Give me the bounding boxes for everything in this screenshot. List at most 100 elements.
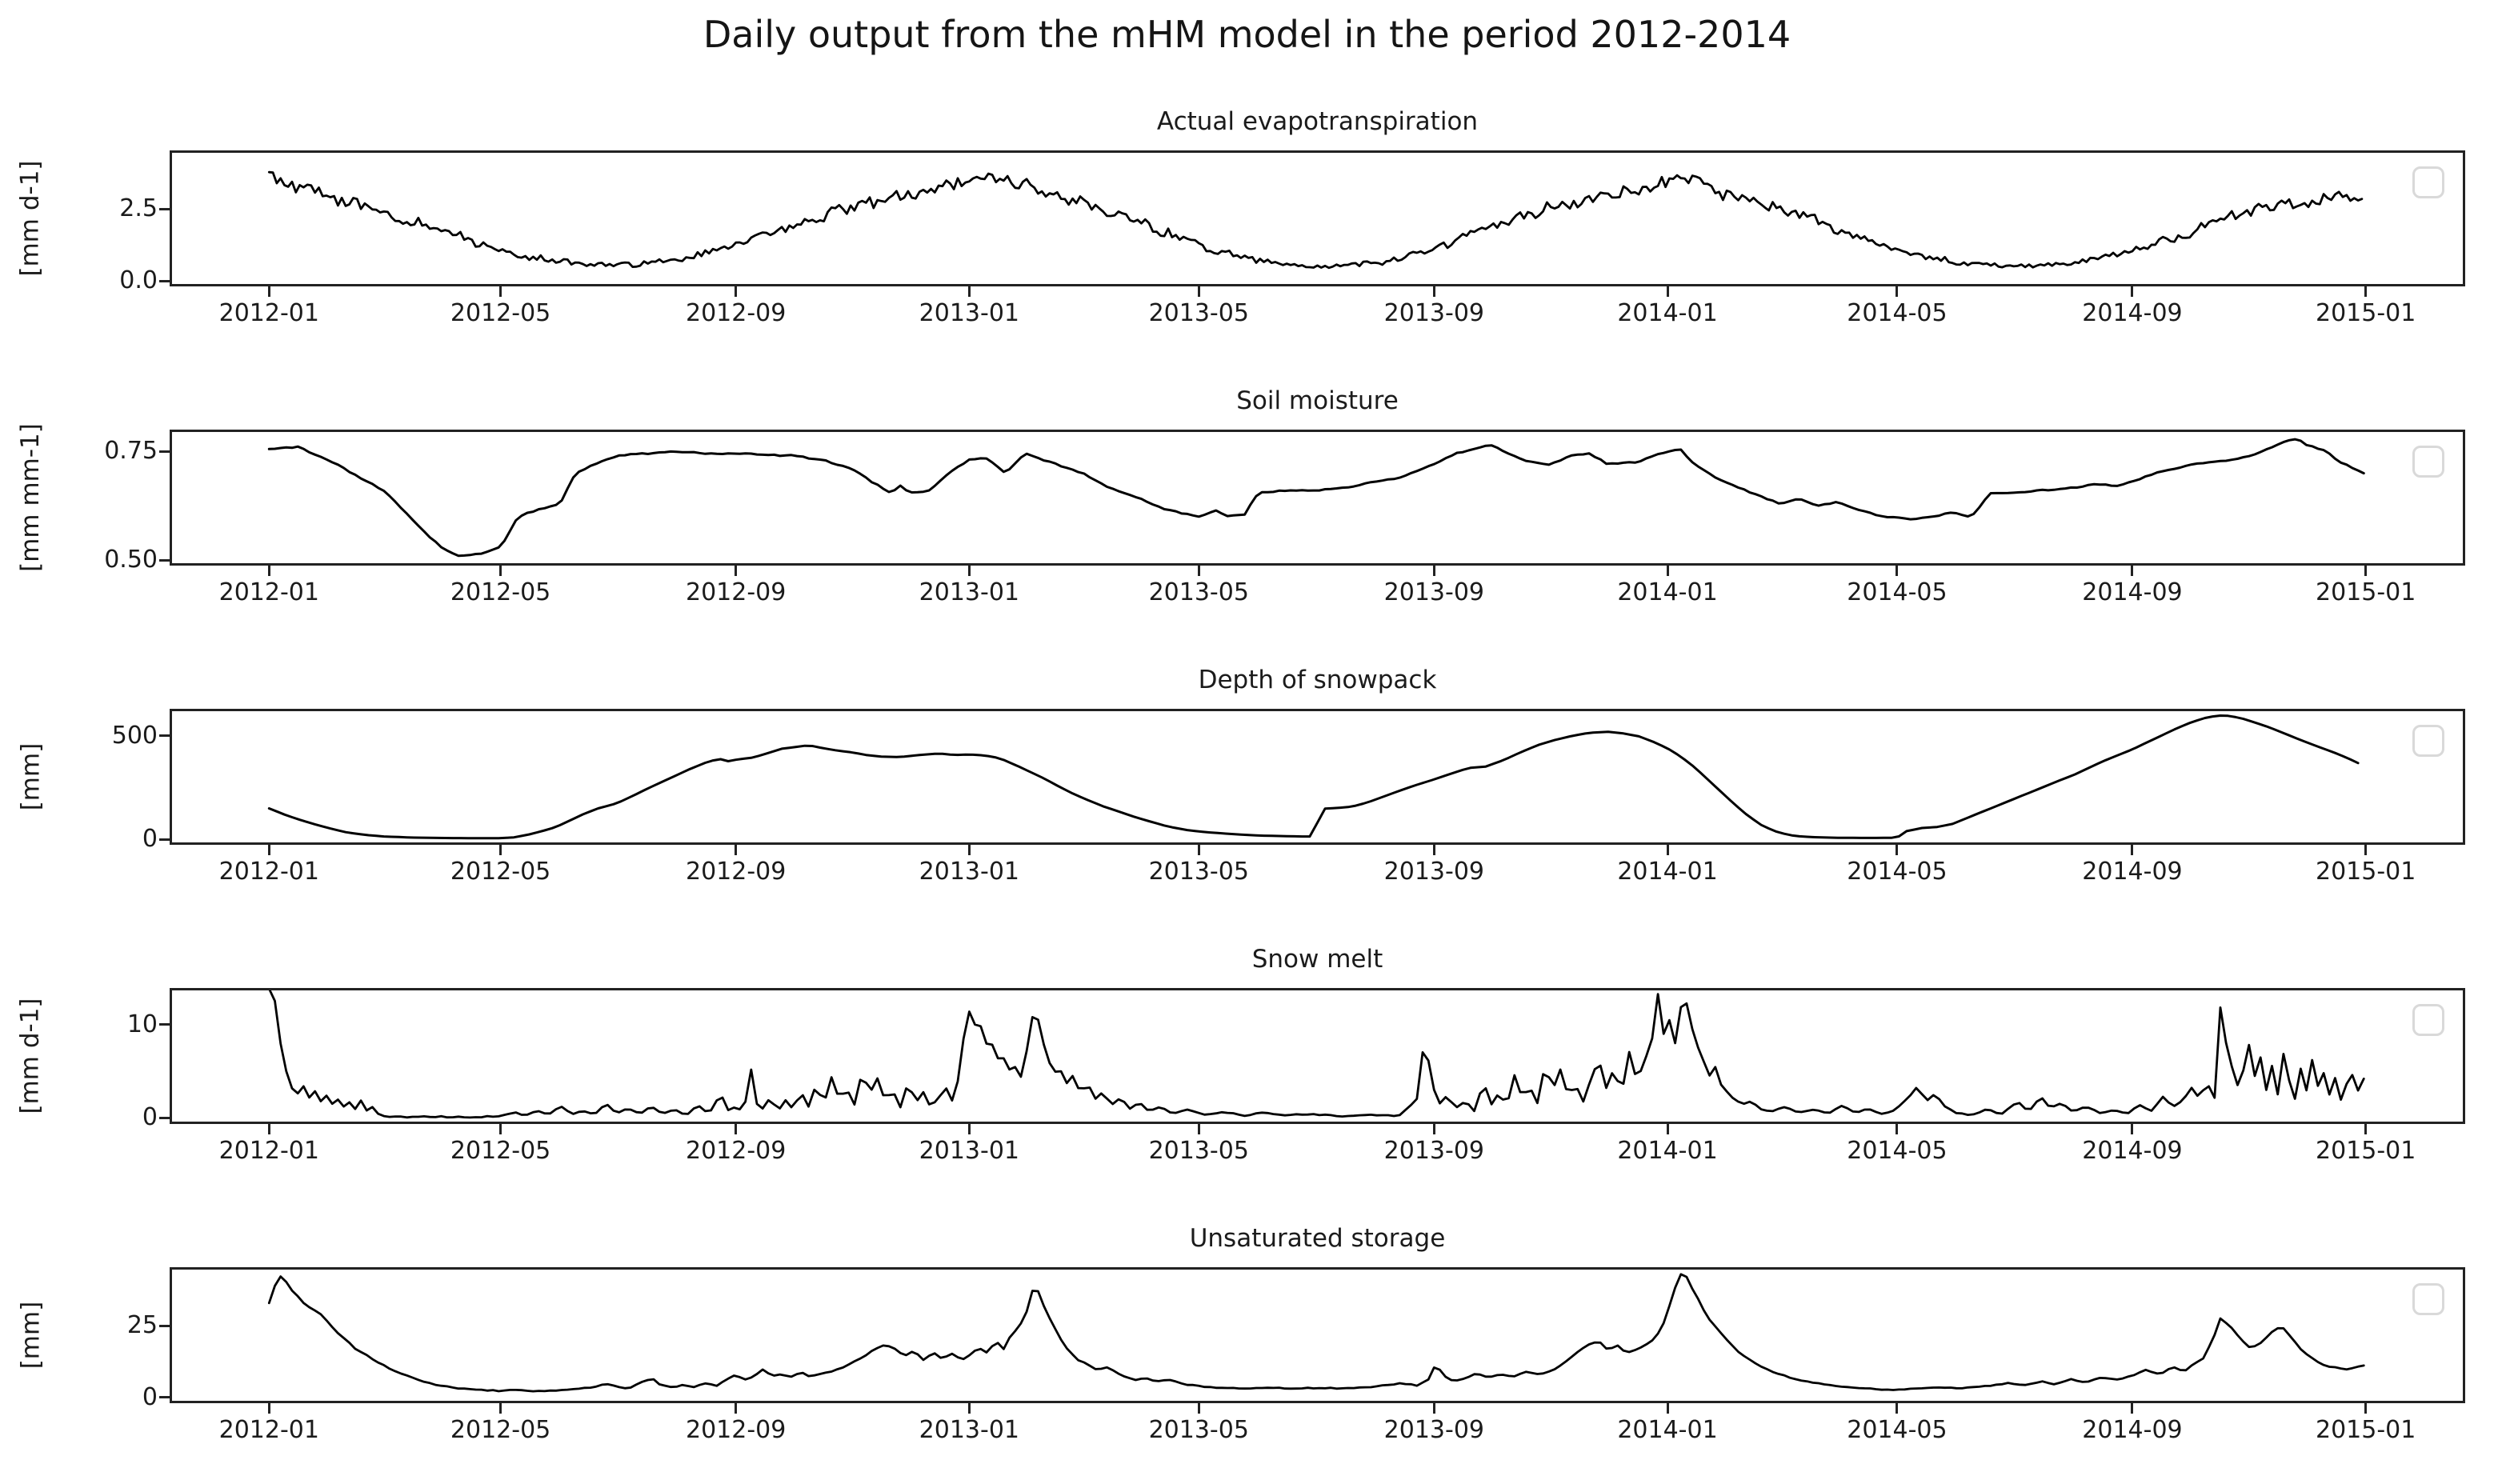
x-tick-label: 2014-01 — [1617, 299, 1718, 327]
x-tick-label: 2014-05 — [1847, 858, 1948, 886]
x-tick-label: 2012-05 — [450, 1416, 551, 1444]
x-tick-label: 2013-09 — [1383, 1137, 1484, 1165]
x-tick-label: 2014-05 — [1847, 1137, 1948, 1165]
x-tick-mark — [1896, 286, 1899, 297]
x-tick-label: 2013-09 — [1383, 1416, 1484, 1444]
axes-frame — [170, 988, 2465, 1124]
line-chart-canvas — [267, 170, 2364, 270]
subplot-actual-evapotranspiration: Actual evapotranspiration [mm d-1] 0.0 2.… — [0, 88, 2494, 367]
y-tick-label: 25 — [126, 1311, 158, 1340]
x-tick-label: 2013-05 — [1148, 578, 1249, 606]
empty-legend-box — [2412, 1283, 2444, 1315]
x-tick-mark — [2364, 566, 2368, 576]
x-tick-label: 2012-01 — [218, 578, 319, 606]
x-tick-label: 2012-01 — [218, 858, 319, 886]
x-tick-label: 2012-05 — [450, 578, 551, 606]
x-tick-label: 2012-05 — [450, 858, 551, 886]
x-tick-mark — [1666, 1124, 1669, 1134]
x-tick-label: 2013-09 — [1383, 858, 1484, 886]
subplot-title: Soil moisture — [1236, 386, 1399, 415]
y-tick-mark — [159, 734, 170, 738]
y-tick-label: 0 — [142, 1103, 158, 1132]
data-line — [267, 714, 2360, 840]
x-tick-mark — [1197, 845, 1200, 855]
subplot-soil-moisture: Soil moisture [mm mm-1] 0.50 0.75 2012-01 2… — [0, 367, 2494, 646]
x-tick-label: 2014-01 — [1617, 1137, 1718, 1165]
axes-frame — [170, 150, 2465, 286]
x-tick-label: 2014-09 — [2082, 858, 2183, 886]
y-tick-label: 0 — [142, 1382, 158, 1411]
x-tick-mark — [2131, 1124, 2134, 1134]
x-tick-label: 2014-09 — [2082, 299, 2183, 327]
y-tick-label: 10 — [126, 1010, 158, 1038]
x-tick-label: 2014-01 — [1617, 1416, 1718, 1444]
x-tick-mark — [967, 286, 971, 297]
y-tick-mark — [159, 207, 170, 210]
x-tick-mark — [735, 845, 738, 855]
x-tick-mark — [967, 566, 971, 576]
x-tick-mark — [2364, 286, 2368, 297]
x-tick-mark — [1197, 566, 1200, 576]
y-tick-mark — [159, 450, 170, 453]
x-tick-label: 2013-05 — [1148, 299, 1249, 327]
axes-frame — [170, 430, 2465, 566]
axes-frame — [170, 1267, 2465, 1403]
x-tick-mark — [1432, 566, 1435, 576]
empty-legend-box — [2412, 1004, 2444, 1036]
x-tick-label: 2014-01 — [1617, 858, 1718, 886]
x-tick-label: 2013-01 — [919, 1137, 1020, 1165]
y-tick-mark — [159, 838, 170, 841]
y-axis-label-text: [mm] — [16, 742, 45, 811]
axes-frame — [170, 709, 2465, 845]
x-tick-mark — [1666, 845, 1669, 855]
x-tick-mark — [735, 1403, 738, 1414]
empty-legend-box — [2412, 446, 2444, 478]
x-tick-label: 2015-01 — [2315, 1137, 2416, 1165]
x-tick-mark — [1896, 566, 1899, 576]
empty-legend-box — [2412, 725, 2444, 757]
x-tick-mark — [267, 1124, 270, 1134]
empty-legend-box — [2412, 166, 2444, 198]
y-tick-label: 0.75 — [104, 437, 158, 466]
x-tick-label: 2014-09 — [2082, 578, 2183, 606]
x-tick-label: 2015-01 — [2315, 1416, 2416, 1444]
x-tick-mark — [267, 286, 270, 297]
x-tick-label: 2012-09 — [685, 858, 787, 886]
x-tick-mark — [1666, 566, 1669, 576]
x-tick-label: 2013-05 — [1148, 858, 1249, 886]
x-tick-mark — [2364, 1403, 2368, 1414]
x-tick-mark — [735, 1124, 738, 1134]
x-tick-mark — [1432, 1124, 1435, 1134]
x-tick-mark — [499, 286, 502, 297]
x-tick-mark — [267, 845, 270, 855]
x-tick-mark — [735, 566, 738, 576]
x-tick-label: 2013-09 — [1383, 578, 1484, 606]
x-tick-label: 2014-09 — [2082, 1416, 2183, 1444]
x-tick-mark — [1666, 1403, 1669, 1414]
data-line — [267, 438, 2365, 558]
x-tick-label: 2012-09 — [685, 578, 787, 606]
subplot-title: Unsaturated storage — [1189, 1224, 1446, 1253]
x-tick-mark — [2131, 566, 2134, 576]
figure-title: Daily output from the mHM model in the p… — [703, 13, 1791, 56]
x-tick-mark — [499, 1124, 502, 1134]
y-tick-label: 0 — [142, 825, 158, 854]
x-tick-mark — [2364, 1124, 2368, 1134]
y-tick-mark — [159, 279, 170, 282]
x-tick-label: 2014-09 — [2082, 1137, 2183, 1165]
x-tick-label: 2015-01 — [2315, 578, 2416, 606]
subplot-snow-melt: Snow melt [mm d-1] 0 10 2012-01 2012-05 2012… — [0, 926, 2494, 1205]
x-tick-mark — [967, 1403, 971, 1414]
x-tick-mark — [267, 566, 270, 576]
x-tick-mark — [1896, 845, 1899, 855]
x-tick-label: 2014-05 — [1847, 299, 1948, 327]
y-axis-label: [mm d-1] — [13, 988, 48, 1124]
x-tick-label: 2013-01 — [919, 578, 1020, 606]
x-tick-mark — [1197, 1124, 1200, 1134]
x-tick-label: 2012-09 — [685, 1137, 787, 1165]
data-line — [267, 170, 2364, 270]
x-tick-mark — [735, 286, 738, 297]
x-tick-mark — [2364, 845, 2368, 855]
x-tick-mark — [1896, 1124, 1899, 1134]
